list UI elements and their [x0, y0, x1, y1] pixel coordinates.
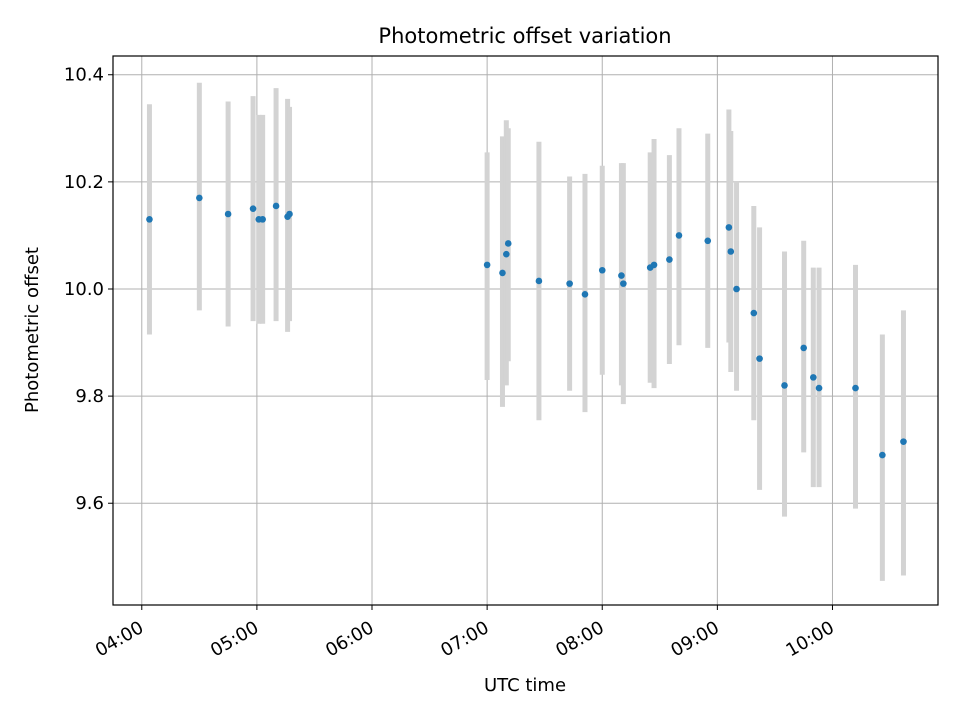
data-point	[620, 280, 627, 287]
data-point	[852, 384, 859, 392]
y-ticks: 9.6 9.8 10.0 10.2 10.4	[64, 65, 113, 514]
data-point	[196, 194, 203, 202]
x-tick-label: 07:00	[437, 617, 492, 661]
data-point	[756, 355, 763, 362]
y-tick-label: 10.0	[64, 279, 104, 300]
data-point	[675, 232, 683, 239]
data-point	[504, 240, 512, 247]
data-point	[581, 291, 589, 298]
data-point	[879, 451, 886, 459]
x-axis-label: UTC time	[484, 675, 566, 696]
data-point	[503, 250, 510, 258]
chart-title: Photometric offset variation	[378, 24, 671, 48]
data-point	[650, 261, 658, 269]
y-axis-label: Photometric offset	[22, 247, 43, 413]
x-tick-label: 04:00	[92, 617, 147, 661]
y-tick-label: 10.2	[64, 172, 104, 193]
data-point	[224, 210, 232, 218]
data-point	[809, 374, 817, 381]
data-point	[781, 382, 788, 389]
data-point	[800, 344, 807, 352]
data-point	[259, 216, 266, 223]
data-point	[727, 248, 735, 255]
y-tick-label: 10.4	[64, 65, 104, 86]
data-point	[535, 277, 543, 285]
data-points	[146, 194, 907, 459]
data-point	[566, 280, 573, 287]
data-point	[815, 384, 823, 392]
y-tick-label: 9.6	[75, 493, 104, 514]
plot-frame	[112, 55, 939, 606]
data-point	[499, 269, 506, 277]
data-point	[272, 202, 280, 210]
data-point	[618, 272, 625, 279]
error-bars	[146, 82, 906, 581]
y-tick-label: 9.8	[75, 386, 104, 407]
data-point	[249, 205, 257, 212]
x-tick-label: 09:00	[667, 617, 722, 661]
data-point	[598, 266, 606, 274]
data-point	[483, 261, 491, 269]
x-tick-label: 10:00	[783, 617, 838, 661]
x-tick-label: 08:00	[552, 617, 607, 661]
data-point	[286, 210, 293, 218]
data-point	[666, 256, 673, 263]
x-tick-label: 05:00	[207, 617, 262, 661]
data-point	[733, 285, 740, 293]
x-tick-label: 06:00	[322, 617, 377, 661]
x-ticks: 04:00 05:00 06:00 07:00 08:00 09:00 10:00	[92, 605, 838, 661]
data-point	[146, 216, 153, 223]
data-point	[900, 438, 907, 445]
data-point	[750, 309, 758, 317]
data-point	[704, 237, 712, 245]
data-point	[725, 224, 733, 231]
